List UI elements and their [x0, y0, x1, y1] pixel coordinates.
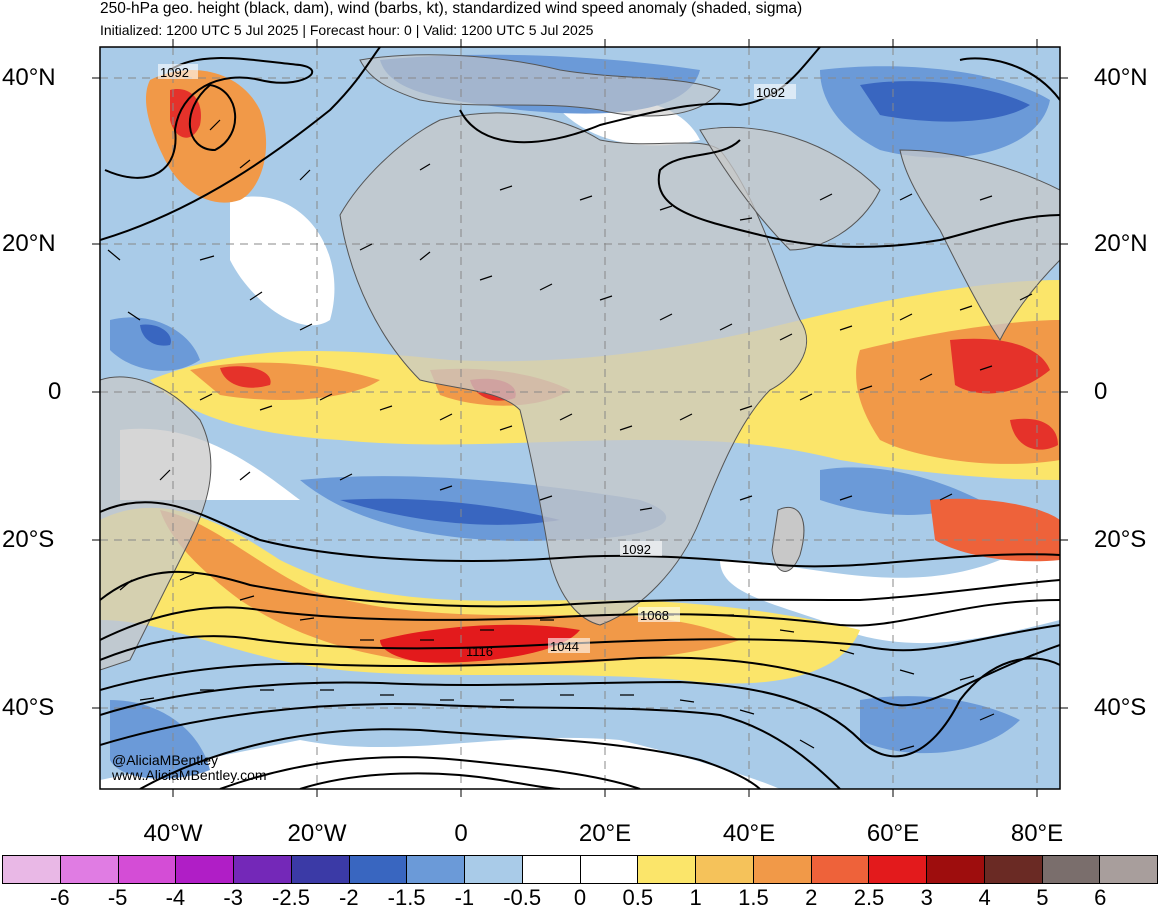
colorbar-tick-label: -0.5	[503, 885, 542, 910]
arabia-land	[699, 127, 881, 251]
lat-label-right-0: 0	[1094, 378, 1108, 405]
colorbar-swatch	[406, 855, 464, 884]
colorbar-swatch	[868, 855, 926, 884]
colorbar-tick-label: -2.5	[272, 885, 310, 910]
map-title: 250-hPa geo. height (black, dam), wind (…	[100, 0, 803, 17]
lat-label-right-40s: 40°S	[1094, 694, 1147, 721]
lat-label-left-0: 0	[48, 378, 62, 405]
lat-label-right-20s: 20°S	[1094, 526, 1147, 553]
lon-label-0: 0	[454, 820, 468, 847]
colorbar-swatch	[290, 855, 349, 884]
colorbar-tick-label: -6	[50, 885, 70, 910]
colorbar-swatch	[695, 855, 753, 884]
colorbar-swatch	[2, 855, 60, 884]
india-land	[899, 149, 1060, 341]
south-america-land	[100, 376, 212, 671]
colorbar-tick-label: 2	[805, 885, 818, 910]
lat-lon-grid	[100, 47, 1060, 789]
contour-label-1092-nw: 1092	[160, 65, 189, 80]
lon-label-60e: 60°E	[866, 820, 920, 847]
lon-label-20e: 20°E	[578, 820, 632, 847]
colorbar-tick-label: 4	[978, 885, 991, 910]
colorbar-swatch	[233, 855, 291, 884]
madagascar-land	[771, 506, 805, 572]
colorbar-swatch	[1099, 855, 1158, 884]
lat-label-right-40n: 40°N	[1094, 64, 1148, 91]
lon-label-40e: 40°E	[722, 820, 776, 847]
colorbar-tick-label: 1	[689, 885, 702, 910]
contour-label-1116: 1116	[466, 644, 493, 659]
axis-ticks	[92, 39, 1068, 797]
lon-label-20w: 20°W	[287, 820, 347, 847]
colorbar-swatch	[637, 855, 695, 884]
lon-label-40w: 40°W	[143, 820, 203, 847]
colorbar-swatch	[752, 855, 811, 884]
colorbar-swatch	[983, 855, 1042, 884]
colorbar-swatch	[59, 855, 118, 884]
white-anomaly-region	[100, 100, 1060, 789]
lat-label-left-20s: 20°S	[2, 526, 55, 553]
colorbar-tick-label: 6	[1094, 885, 1107, 910]
europe-land	[359, 54, 721, 117]
lat-label-left-40n: 40°N	[2, 64, 56, 91]
wind-barbs	[107, 119, 1035, 751]
map-frame	[99, 46, 1061, 790]
colorbar-swatch	[521, 855, 580, 884]
positive-anomaly-jet-orange	[160, 510, 740, 665]
colorbar-swatch	[810, 855, 869, 884]
colorbar-tick-label: 5	[1036, 885, 1049, 910]
colorbar-tick-label: -2	[339, 885, 359, 910]
colorbar-swatch	[464, 855, 522, 884]
contour-labels: 1092 1092 1092 1068 1044 1116	[158, 64, 796, 659]
colorbar-tick-label: 0	[573, 885, 587, 910]
colorbar-tick-label: -5	[107, 885, 128, 910]
contour-label-1044: 1044	[550, 639, 579, 654]
colorbar-tick-label: 0.5	[622, 885, 654, 910]
colorbar-tick-label: 3	[920, 885, 933, 910]
africa-land	[339, 112, 807, 626]
colorbar	[2, 855, 1158, 884]
colorbar-tick-label: -1.5	[387, 885, 426, 910]
map-field	[100, 47, 1060, 789]
contour-label-1068: 1068	[640, 608, 669, 623]
colorbar-swatch	[1041, 855, 1100, 884]
colorbar-swatch	[348, 855, 407, 884]
positive-anomaly-south-indian	[930, 498, 1060, 562]
colorbar-tick-label: -1	[454, 885, 475, 910]
colorbar-swatch	[926, 855, 984, 884]
lat-label-left-20n: 20°N	[2, 230, 56, 257]
credit-handle: @AliciaMBentley	[112, 752, 219, 768]
positive-anomaly-jet-red	[380, 624, 580, 663]
lat-label-left-40s: 40°S	[2, 694, 55, 721]
contour-label-1092-s: 1092	[622, 542, 651, 557]
colorbar-swatch	[117, 855, 176, 884]
positive-anomaly-cutoff-low-red	[170, 89, 201, 138]
map-subtitle: Initialized: 1200 UTC 5 Jul 2025 | Forec…	[100, 22, 594, 38]
colorbar-tick-label: -4	[165, 885, 186, 910]
colorbar-tick-label: 1.5	[738, 885, 769, 910]
colorbar-swatch	[175, 855, 233, 884]
lon-label-80e: 80°E	[1010, 820, 1064, 847]
colorbar-tick-label: -3	[223, 885, 243, 910]
colorbar-tick-label: 2.5	[853, 885, 885, 910]
colorbar-swatch	[579, 855, 638, 884]
contour-label-1092-ne: 1092	[756, 85, 785, 100]
positive-anomaly-equator-red	[220, 338, 1058, 450]
credit-website: www.AliciaMBentley.com	[112, 767, 267, 783]
lat-label-right-20n: 20°N	[1094, 230, 1148, 257]
